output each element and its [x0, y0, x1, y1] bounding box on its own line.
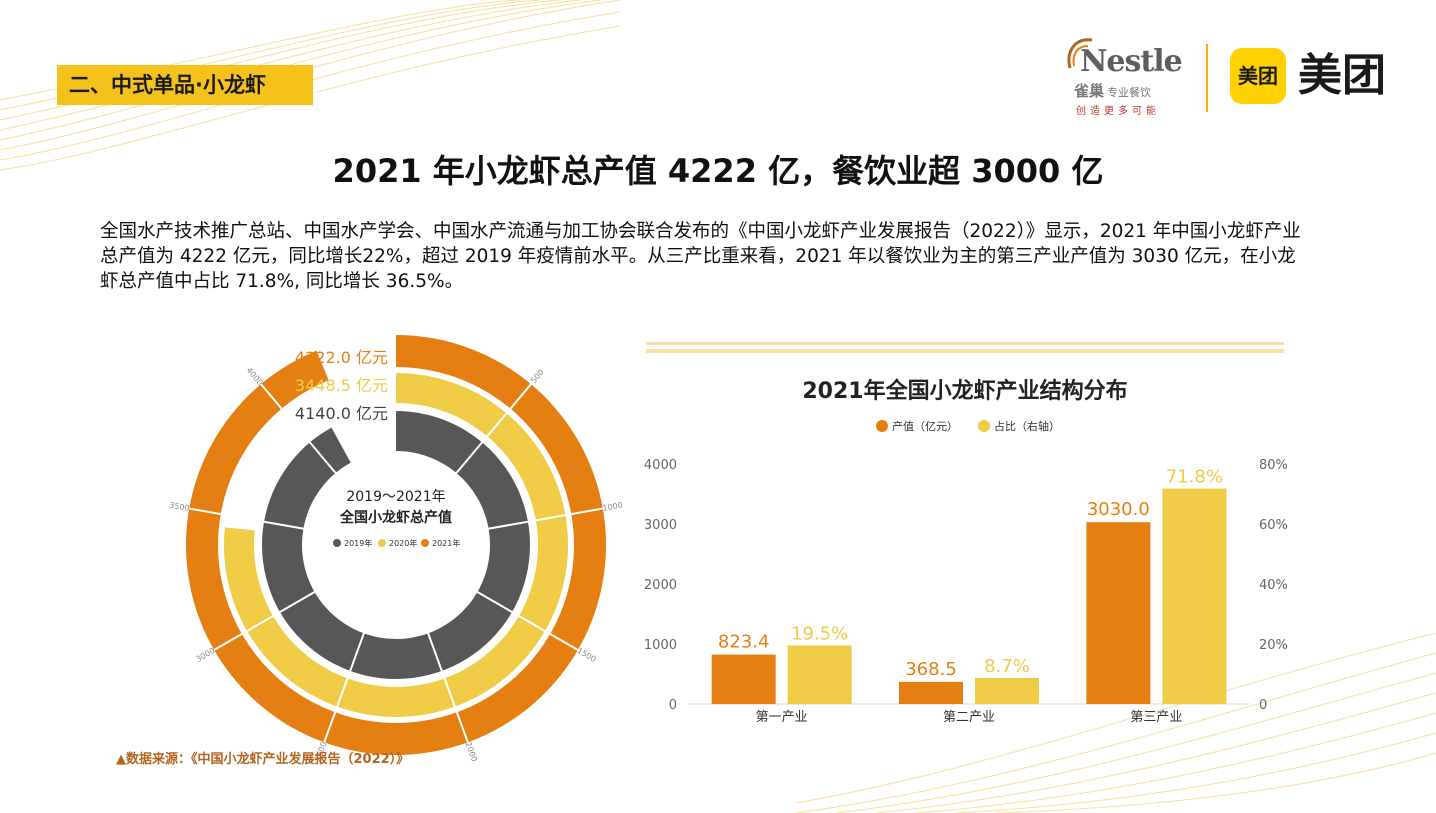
radial-ring-gap [256, 405, 536, 685]
radial-gridline [426, 631, 470, 745]
radial-gridline [258, 381, 338, 476]
legend-label: 2020年 [389, 538, 417, 548]
legend-dot-share [978, 420, 990, 432]
radial-tick-label: 3000 [194, 646, 216, 664]
bar-value-label: 3030.0 [1087, 499, 1150, 520]
legend-label-share: 占比（右轴） [994, 419, 1060, 433]
nestle-nest-icon [1067, 38, 1093, 69]
bar-value [711, 654, 776, 704]
bar-chart-title: 2021年全国小龙虾产业结构分布 [802, 378, 1127, 404]
decorative-lines-bottom [796, 633, 1436, 813]
page-title: 2021 年小龙虾总产值 4222 亿，餐饮业超 3000 亿 [332, 152, 1104, 190]
radial-ring-gap [219, 368, 573, 722]
logo-divider [1206, 44, 1208, 112]
chart-header-stripe [646, 349, 1284, 353]
radial-value-label: 3448.5 亿元 [295, 376, 388, 395]
section-tag: 二、中式单品·小龙虾 [57, 65, 313, 105]
radial-title-line1: 2019～2021年 [346, 489, 445, 505]
legend-label: 2019年 [344, 538, 372, 548]
radial-tick-label: 500 [529, 368, 546, 385]
radial-tick-label: 1500 [575, 646, 597, 664]
radial-gridline [486, 507, 605, 531]
nestle-slogan: 创造更多可能 [1076, 106, 1160, 117]
legend-dot [378, 539, 386, 547]
radial-bar-2019年 [261, 411, 530, 679]
radial-gridline [322, 631, 366, 745]
y-axis-right-tick: 40% [1259, 578, 1288, 593]
legend-dot [421, 539, 429, 547]
radial-tick-label: 3500 [169, 501, 191, 513]
partner-logos: Nestle 雀巢 专业餐饮 创造更多可能 美团 美团 [1062, 34, 1402, 118]
legend-label: 2021年 [432, 538, 460, 548]
legend-label-value: 产值（亿元） [892, 419, 958, 433]
meituan-badge: 美团 [1230, 48, 1286, 104]
nestle-logo-text: Nestle [1080, 44, 1183, 79]
chart-header-stripe [646, 342, 1284, 345]
legend-dot-value [876, 420, 888, 432]
y-axis-right-tick: 80% [1259, 458, 1288, 473]
bar-value-label: 823.4 [718, 632, 770, 653]
radial-title-line2: 全国小龙虾总产值 [339, 509, 452, 526]
meituan-wordmark: 美团 [1298, 50, 1386, 101]
radial-value-label: 4140.0 亿元 [295, 404, 388, 423]
summary-paragraph: 全国水产技术推广总站、中国水产学会、中国水产流通与加工协会联合发布的《中国小龙虾… [100, 221, 1301, 292]
radial-gridline [475, 590, 581, 652]
bar-share-label: 71.8% [1166, 467, 1223, 488]
nestle-cn-name: 雀巢 专业餐饮 [1074, 82, 1152, 100]
radial-tick-label: 2000 [464, 741, 479, 763]
radial-gridline [187, 507, 306, 531]
radial-value-label: 4222.0 亿元 [295, 348, 388, 367]
radial-gridline [211, 590, 317, 652]
radial-gridline [454, 381, 534, 476]
data-source: ▲数据来源：《中国小龙虾产业发展报告（2022）》 [116, 752, 410, 767]
y-axis-right-tick: 60% [1259, 518, 1288, 533]
legend-dot [333, 539, 341, 547]
radial-tick-label: 1000 [602, 501, 624, 513]
